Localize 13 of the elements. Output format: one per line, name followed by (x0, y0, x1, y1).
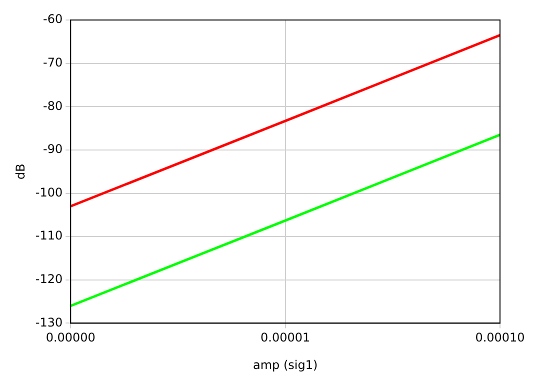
y-axis-title: dB (13, 164, 28, 180)
y-tick-label: -100 (35, 185, 63, 200)
y-tick-label: -120 (35, 272, 63, 286)
y-tick-label: -80 (43, 98, 63, 113)
y-tick-label: -90 (43, 142, 63, 156)
x-tick-label: 0.00010 (475, 330, 525, 345)
x-axis-title: amp (sig1) (252, 358, 318, 372)
x-tick-label: 0.00000 (46, 330, 96, 345)
y-tick-label: -60 (43, 12, 63, 26)
y-tick-label: -70 (43, 55, 63, 70)
y-tick-label: -130 (35, 315, 63, 330)
y-tick-label: -110 (35, 228, 63, 243)
x-tick-label: 0.00001 (260, 330, 310, 345)
